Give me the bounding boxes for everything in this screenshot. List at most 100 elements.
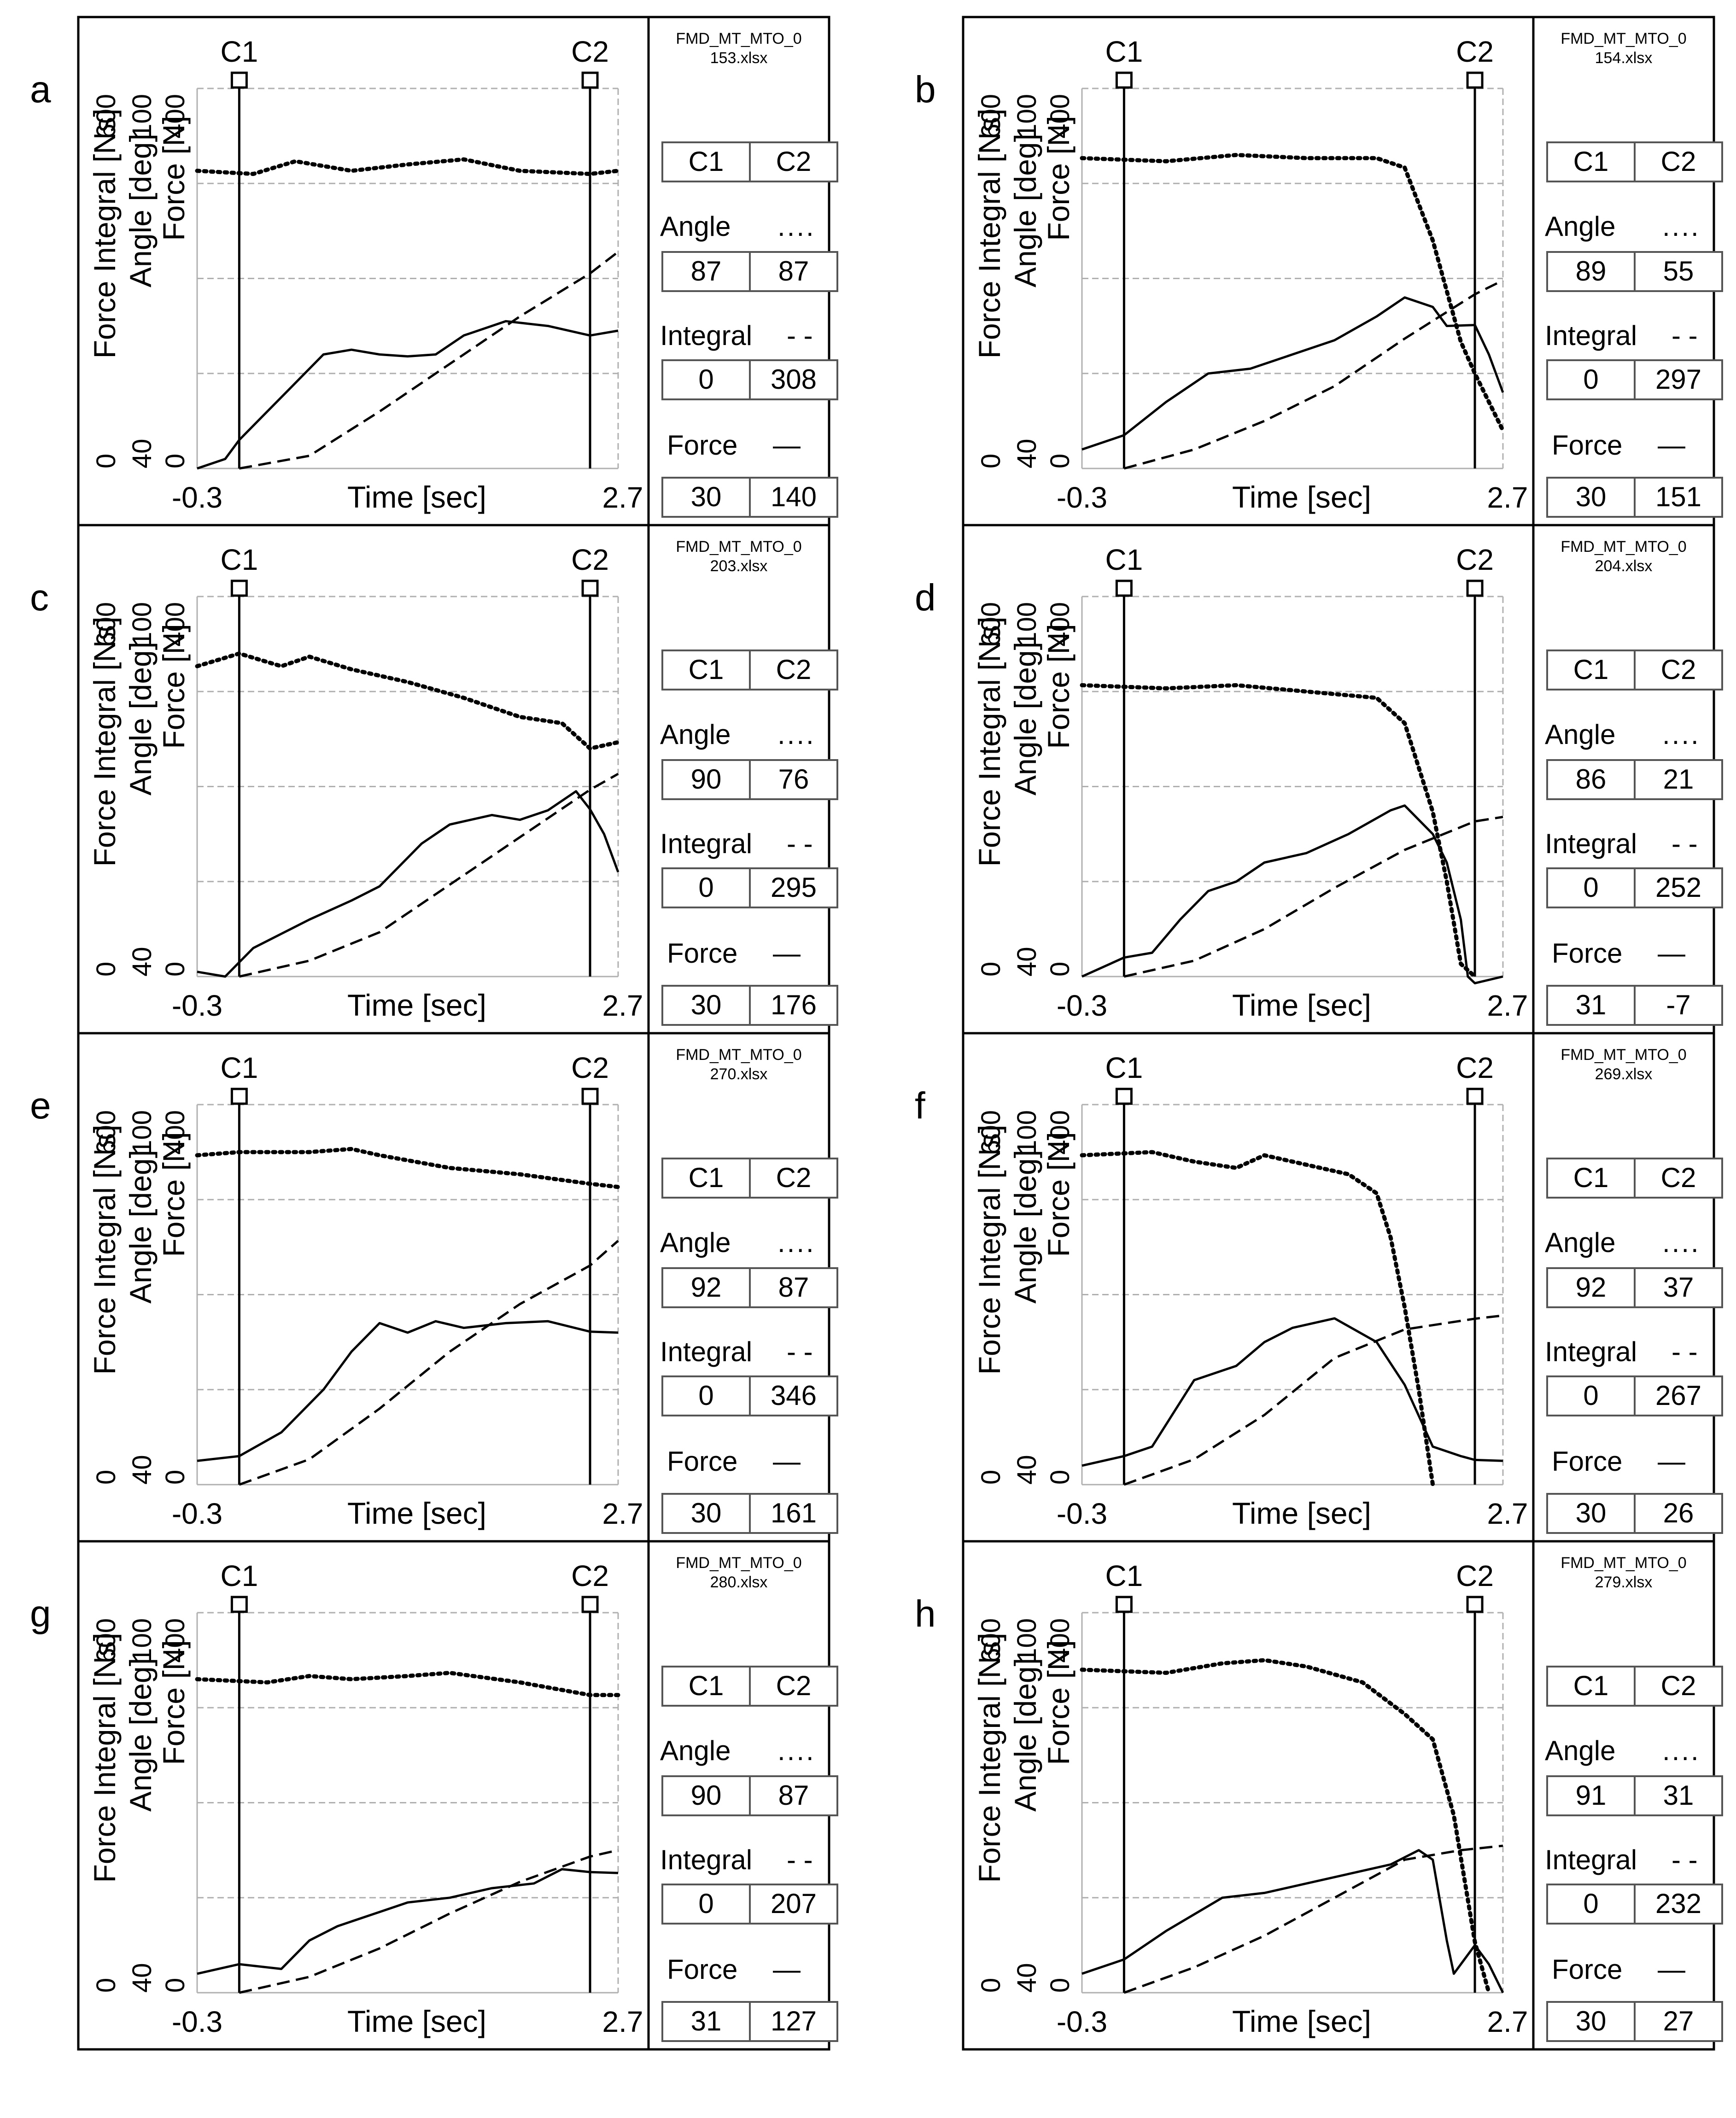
y-tick-label-force-max: 400 bbox=[1045, 602, 1075, 647]
y-tick-label-angle-max: 100 bbox=[1012, 1618, 1042, 1663]
cursor-header-c1-value: C1 bbox=[689, 1670, 724, 1701]
legend-integral-label: Integral bbox=[1545, 320, 1637, 351]
force-values-c1-value: 30 bbox=[1576, 2006, 1607, 2036]
legend-angle-symbol: .... bbox=[777, 1735, 816, 1766]
y-axis-title-integral: Force Integral [Ns] bbox=[88, 617, 122, 867]
cursor-label-c1: C1 bbox=[1105, 1559, 1143, 1592]
y-tick-label-force-max: 400 bbox=[1045, 1110, 1075, 1155]
angle-values-c1-box bbox=[1546, 1267, 1636, 1308]
angle-values-c2-box bbox=[749, 1267, 838, 1308]
x-axis-title: Time [sec] bbox=[1232, 1496, 1371, 1530]
force-values-c2-value: 151 bbox=[1655, 481, 1701, 512]
x-axis-title: Time [sec] bbox=[347, 988, 486, 1022]
series-integral-line bbox=[1123, 1314, 1503, 1486]
x-tick-label-max: 2.7 bbox=[602, 989, 643, 1022]
chart-panel-a: a 0 600 40 100 0 400 Force Integral [Ns] Angle [… bbox=[30, 16, 838, 527]
y-tick-label-force-max: 400 bbox=[1045, 1618, 1075, 1663]
y-axis-title-force: Force [N] bbox=[157, 116, 191, 240]
panel-label: c bbox=[30, 577, 49, 619]
cursor-label-c1: C1 bbox=[220, 35, 258, 68]
series-force-line bbox=[197, 1320, 619, 1462]
series-integral-line bbox=[239, 251, 619, 470]
cursor-header-c1-value: C1 bbox=[689, 654, 724, 685]
cursor-handle-c2 bbox=[1466, 1596, 1484, 1613]
y-axis-title-integral: Force Integral [Ns] bbox=[88, 1125, 122, 1375]
legend-integral-symbol: - - bbox=[1672, 1844, 1698, 1875]
x-tick-label-max: 2.7 bbox=[602, 2005, 643, 2038]
series-force-line bbox=[1081, 1317, 1503, 1467]
angle-values-c1-value: 91 bbox=[1576, 1780, 1607, 1811]
angle-values-c2-value: 37 bbox=[1663, 1272, 1694, 1303]
chart-panel-e: e 0 600 40 100 0 400 Force Integral [Ns] Angle [… bbox=[30, 1032, 838, 1543]
x-tick-label-max: 2.7 bbox=[1487, 989, 1528, 1022]
angle-values-c1-box bbox=[1546, 251, 1636, 292]
cursor-header-c2-value: C2 bbox=[776, 146, 812, 177]
series-force-line bbox=[197, 320, 619, 470]
y-tick-label-integral-max: 600 bbox=[91, 1110, 121, 1155]
y-tick-label-force-max: 400 bbox=[160, 602, 190, 647]
legend-integral-label: Integral bbox=[660, 320, 752, 351]
chart-panel-c: c 0 600 40 100 0 400 Force Integral [Ns] Angle [… bbox=[30, 524, 838, 1035]
y-tick-label-force-min: 0 bbox=[1045, 1470, 1075, 1485]
legend-angle-label: Angle bbox=[660, 1735, 731, 1766]
force-values-c1-box bbox=[1546, 1493, 1636, 1534]
force-values-c1-value: 30 bbox=[1576, 1498, 1607, 1528]
x-axis-title: Time [sec] bbox=[347, 1496, 486, 1530]
force-values-c1-box bbox=[661, 1493, 751, 1534]
integral-values-c1-value: 0 bbox=[698, 364, 713, 395]
series-force-line bbox=[1081, 296, 1504, 451]
cursor-handle-c1 bbox=[1115, 71, 1133, 89]
y-axis-title-force: Force [N] bbox=[1041, 624, 1076, 749]
angle-values-c1-value: 86 bbox=[1576, 764, 1607, 795]
y-tick-label-force-min: 0 bbox=[160, 1470, 190, 1485]
force-values-c1-box bbox=[661, 985, 751, 1026]
integral-values-c2-value: 232 bbox=[1655, 1888, 1701, 1919]
file-name-line1: FMD_MT_MTO_0 bbox=[1561, 1554, 1686, 1572]
cursor-label-c2: C2 bbox=[1456, 543, 1494, 576]
y-tick-label-force-max: 400 bbox=[160, 94, 190, 139]
angle-values-c1-value: 92 bbox=[1576, 1272, 1607, 1303]
cursor-label-c1: C1 bbox=[220, 1559, 258, 1592]
x-tick-label-max: 2.7 bbox=[1487, 2005, 1528, 2038]
x-tick-label-min: -0.3 bbox=[172, 1497, 222, 1530]
file-name-line2: 269.xlsx bbox=[1595, 1065, 1653, 1083]
cursor-header-c1-value: C1 bbox=[1573, 654, 1609, 685]
force-values-c2-value: 127 bbox=[771, 2006, 817, 2036]
y-tick-label-integral-min: 0 bbox=[976, 454, 1006, 468]
y-tick-label-angle-min: 40 bbox=[1012, 1963, 1042, 1993]
legend-angle-label: Angle bbox=[660, 211, 731, 242]
integral-values-c1-box bbox=[661, 1884, 751, 1925]
legend-integral-symbol: - - bbox=[787, 1336, 813, 1367]
series-angle-line bbox=[1080, 683, 1477, 979]
cursor-handle-c1 bbox=[1115, 579, 1133, 597]
integral-values-c1-value: 0 bbox=[1583, 1380, 1598, 1411]
angle-values-c2-box bbox=[749, 1775, 838, 1816]
cursor-header-c2-box bbox=[749, 1158, 838, 1199]
panel-label: g bbox=[30, 1593, 51, 1635]
cursor-header-c2-box bbox=[749, 1666, 838, 1707]
angle-values-c2-value: 87 bbox=[778, 256, 809, 287]
y-tick-label-integral-min: 0 bbox=[976, 962, 1006, 977]
y-tick-label-integral-max: 600 bbox=[91, 602, 121, 647]
y-tick-label-force-max: 400 bbox=[160, 1110, 190, 1155]
angle-values-c2-value: 87 bbox=[778, 1780, 809, 1811]
y-axis-title-force: Force [N] bbox=[157, 1640, 191, 1765]
cursor-header-c2-value: C2 bbox=[1661, 1670, 1696, 1701]
panel-label: a bbox=[30, 69, 51, 111]
legend-force-label: Force bbox=[667, 1954, 737, 1985]
y-tick-label-integral-min: 0 bbox=[976, 1470, 1006, 1485]
force-values-c2-value: -7 bbox=[1666, 989, 1690, 1020]
file-name-line2: 270.xlsx bbox=[710, 1065, 768, 1083]
cursor-label-c2: C2 bbox=[1456, 1051, 1494, 1084]
y-tick-label-angle-max: 100 bbox=[127, 1618, 157, 1663]
legend-angle-symbol: .... bbox=[1662, 211, 1701, 242]
integral-values-c2-box bbox=[749, 1375, 838, 1416]
y-tick-label-angle-min: 40 bbox=[127, 1455, 157, 1485]
cursor-handle-c2 bbox=[581, 1596, 599, 1613]
legend-integral-symbol: - - bbox=[1672, 320, 1698, 351]
x-tick-label-min: -0.3 bbox=[172, 2005, 222, 2038]
series-angle-line bbox=[1080, 1658, 1491, 1995]
integral-values-c1-box bbox=[661, 867, 751, 908]
panel-label: d bbox=[915, 577, 936, 619]
force-values-c2-box bbox=[1634, 2001, 1723, 2042]
